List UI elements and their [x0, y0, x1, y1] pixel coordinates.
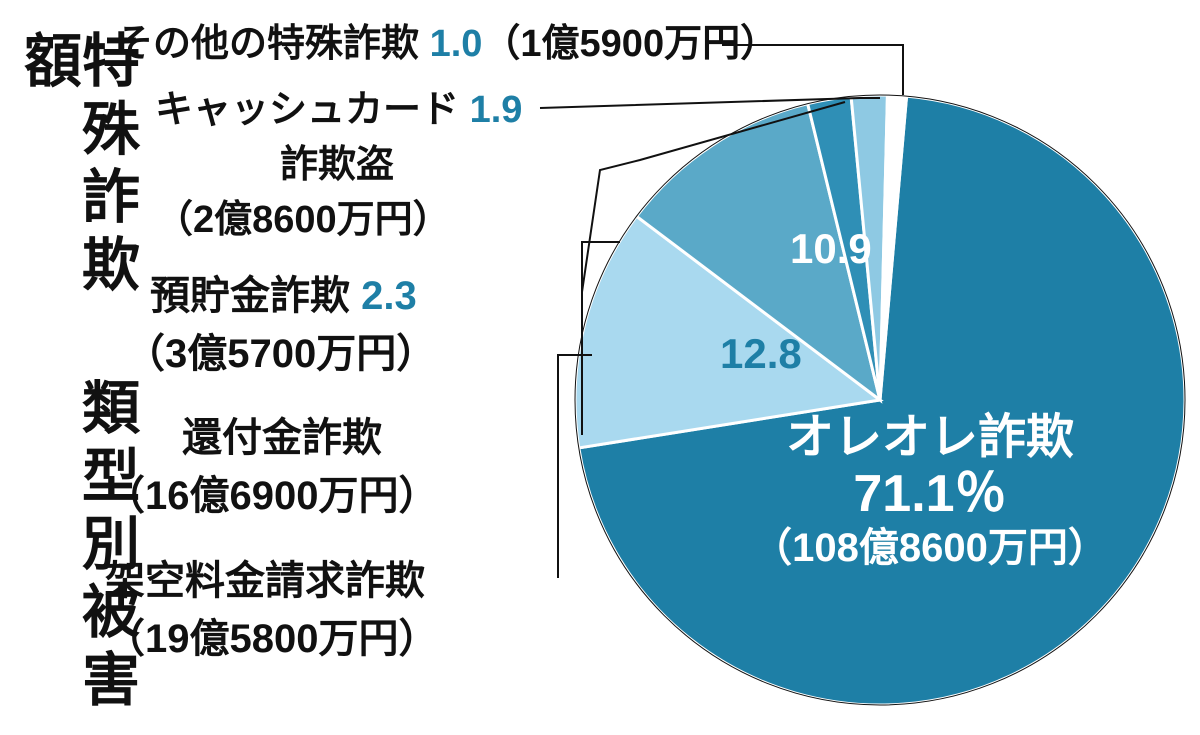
callout-label: 架空料金請求詐欺	[105, 559, 425, 603]
callout-label: 還付金詐欺	[182, 416, 382, 460]
callout-line1: キャッシュカード 1.9	[155, 78, 522, 133]
callout-value: 1.9	[459, 89, 522, 131]
main-label-line1: オレオレ詐欺	[720, 410, 1140, 465]
main-label-line2: 71.1％	[720, 465, 1140, 525]
callout-label2: 詐欺盗	[280, 133, 647, 188]
callout-yochokin: 預貯金詐欺 2.3（3億5700万円）	[150, 263, 461, 379]
main-slice-label: オレオレ詐欺 71.1％ （108億8600万円）	[720, 410, 1140, 571]
callout-value: 2.3	[350, 274, 417, 318]
callout-amount: （3億5700万円）	[125, 321, 436, 379]
callout-label: キャッシュカード	[155, 89, 459, 131]
callout-other: その他の特殊詐欺 1.0（1億5900万円）	[115, 12, 778, 67]
callout-amount: （19億5800万円）	[105, 606, 438, 664]
inner-label-kakuu: 12.8	[720, 330, 802, 378]
callout-label: 預貯金詐欺	[150, 274, 350, 318]
callout-amount: （16億6900万円）	[105, 463, 438, 521]
callout-line1: 還付金詐欺	[182, 405, 515, 463]
callout-amount: （2億8600万円）	[155, 188, 522, 243]
callout-label: その他の特殊詐欺	[115, 23, 419, 65]
inner-label-kanpu: 10.9	[790, 225, 872, 273]
callout-kanpu: 還付金詐欺（16億6900万円）	[182, 405, 515, 521]
callout-line1: その他の特殊詐欺 1.0（1億5900万円）	[115, 12, 778, 67]
callout-value: 1.0	[419, 23, 482, 65]
main-label-line3: （108億8600万円）	[720, 525, 1140, 571]
callout-line1: 預貯金詐欺 2.3	[150, 263, 461, 321]
callout-cashcard: キャッシュカード 1.9詐欺盗（2億8600万円）	[155, 78, 522, 243]
callout-line1: 架空料金請求詐欺	[105, 548, 438, 606]
callout-kakuu: 架空料金請求詐欺（19億5800万円）	[105, 548, 438, 664]
callout-amount: （1億5900万円）	[482, 23, 778, 65]
